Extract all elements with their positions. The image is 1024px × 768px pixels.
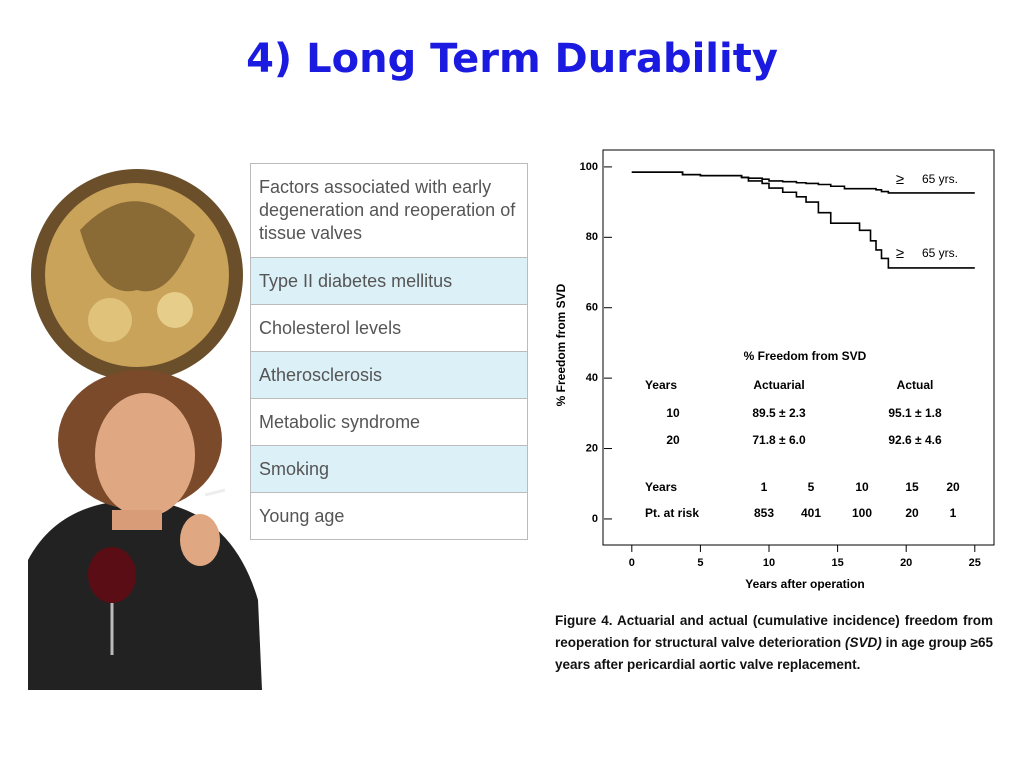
inset-cell: 71.8 ± 6.0 bbox=[752, 433, 806, 447]
valve-image bbox=[31, 169, 243, 381]
plot-frame bbox=[602, 149, 995, 546]
annotation: 65 yrs. bbox=[922, 172, 958, 186]
inset-cell: 10 bbox=[666, 406, 680, 420]
caption-text: Figure 4. Actuarial and actual (cumulati… bbox=[555, 613, 993, 650]
risk-cell: 401 bbox=[801, 506, 821, 520]
risk-cell: Pt. at risk bbox=[645, 506, 699, 520]
annotation: 65 yrs. bbox=[922, 246, 958, 260]
y-tick-label: 0 bbox=[592, 513, 598, 525]
table-row: Young age bbox=[251, 492, 527, 539]
risk-cell: 20 bbox=[905, 506, 919, 520]
step-line bbox=[631, 171, 975, 269]
x-tick-label: 25 bbox=[969, 557, 981, 569]
y-tick-label: 20 bbox=[586, 442, 598, 454]
table-row: Factors associated with early degenerati… bbox=[259, 177, 516, 243]
woman-image bbox=[28, 370, 262, 690]
y-axis-label: % Freedom from SVD bbox=[554, 283, 568, 406]
x-tick-label: 20 bbox=[900, 557, 912, 569]
risk-cell: 100 bbox=[852, 506, 872, 520]
table-row: Cholesterol levels bbox=[251, 304, 527, 351]
risk-cell: 853 bbox=[754, 506, 774, 520]
risk-cell: 1 bbox=[950, 506, 957, 520]
risk-cell: 20 bbox=[946, 480, 960, 494]
table-row: Type II diabetes mellitus bbox=[251, 257, 527, 304]
inset-header: Actual bbox=[897, 378, 934, 392]
x-tick-label: 10 bbox=[763, 557, 775, 569]
caption-text: in age group ≥65 years after pericardial… bbox=[555, 635, 993, 672]
risk-cell: 5 bbox=[808, 480, 815, 494]
caption-text: (SVD) bbox=[844, 635, 882, 650]
y-tick-label: 60 bbox=[586, 302, 598, 314]
inset-cell: 89.5 ± 2.3 bbox=[752, 406, 806, 420]
factor-table: Factors associated with early degenerati… bbox=[250, 163, 528, 540]
inset-header: Actuarial bbox=[753, 378, 804, 392]
table-row: Atherosclerosis bbox=[251, 351, 527, 398]
risk-cell: 10 bbox=[855, 480, 869, 494]
inset-cell: 95.1 ± 1.8 bbox=[888, 406, 942, 420]
risk-cell: 15 bbox=[905, 480, 919, 494]
inset-title: % Freedom from SVD bbox=[744, 349, 867, 363]
inset-cell: 20 bbox=[666, 433, 680, 447]
x-axis-label: Years after operation bbox=[745, 577, 864, 591]
y-tick-label: 100 bbox=[580, 161, 598, 173]
inset-header: Years bbox=[645, 378, 677, 392]
figure-caption: Figure 4. Actuarial and actual (cumulati… bbox=[555, 610, 993, 676]
annotation-symbol: ≥ bbox=[896, 245, 904, 262]
risk-cell: 1 bbox=[761, 480, 768, 494]
inset-cell: 92.6 ± 4.6 bbox=[888, 433, 942, 447]
table-row: Smoking bbox=[251, 445, 527, 492]
x-tick-label: 0 bbox=[629, 557, 635, 569]
slide-title: 4) Long Term Durability bbox=[246, 36, 778, 82]
annotation-symbol: ≥ bbox=[896, 171, 904, 188]
table-row: Metabolic syndrome bbox=[251, 398, 527, 445]
risk-cell: Years bbox=[645, 480, 677, 494]
x-tick-label: 15 bbox=[831, 557, 843, 569]
x-tick-label: 5 bbox=[697, 557, 703, 569]
y-tick-label: 80 bbox=[586, 231, 598, 243]
y-tick-label: 40 bbox=[586, 372, 598, 384]
